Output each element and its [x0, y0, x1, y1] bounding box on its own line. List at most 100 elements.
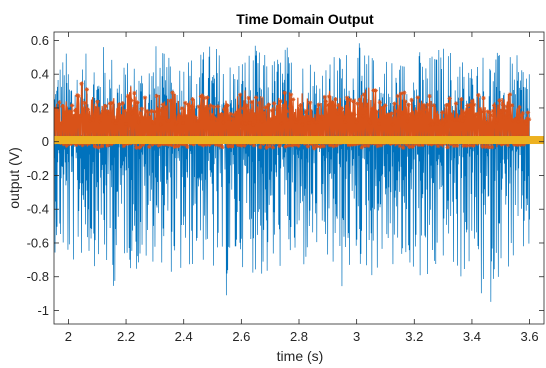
series-2-marker	[415, 95, 421, 100]
series-2-marker	[297, 115, 302, 121]
series-2-marker	[114, 118, 119, 123]
series-2-marker	[236, 108, 242, 113]
series-2-marker	[452, 117, 458, 122]
series-2-marker	[214, 117, 220, 122]
y-tick-label: 0.2	[31, 100, 49, 115]
series-2-marker	[279, 121, 284, 126]
series-2-marker	[147, 144, 152, 150]
y-tick-label: -1	[37, 303, 49, 318]
series-2-marker	[193, 115, 198, 120]
series-2-marker	[185, 144, 190, 150]
series-2-marker	[192, 118, 197, 124]
x-tick-label: 3	[353, 329, 360, 344]
series-2-markers	[54, 81, 532, 151]
series-2-marker	[138, 110, 143, 116]
series-2-marker	[177, 115, 183, 120]
series-2-marker	[409, 97, 414, 103]
series-2-marker	[158, 122, 164, 127]
series-2-marker	[157, 108, 163, 113]
series-2-marker	[521, 142, 526, 147]
series-2-marker	[291, 116, 297, 121]
series-2-marker	[253, 95, 259, 100]
series-2-marker	[113, 120, 118, 126]
series-2-marker	[84, 87, 89, 92]
series-2-marker	[243, 121, 248, 126]
series-2-marker	[103, 103, 109, 109]
series-2-marker	[523, 121, 529, 126]
series-2-marker	[80, 142, 85, 148]
series-2-marker	[422, 105, 427, 110]
series-2-marker	[317, 114, 322, 119]
series-2-marker	[517, 104, 522, 110]
series-2-marker	[482, 115, 487, 121]
series-2-marker	[489, 144, 495, 150]
series-2-marker	[389, 111, 394, 116]
series-2-marker	[85, 107, 91, 112]
series-2-marker	[469, 99, 475, 104]
series-2-marker	[212, 115, 218, 121]
series-2-marker	[116, 107, 121, 112]
series-2-marker	[148, 114, 153, 120]
series-2-marker	[358, 105, 364, 111]
series-2-marker	[121, 143, 127, 149]
series-2-marker	[294, 120, 299, 125]
series-2-marker	[344, 95, 350, 101]
series-2-marker	[431, 103, 437, 108]
series-2-marker	[320, 114, 325, 119]
y-tick-label: -0.8	[27, 269, 49, 284]
series-2-marker	[288, 92, 294, 97]
series-2-marker	[312, 146, 317, 151]
series-2-marker	[355, 101, 360, 106]
series-2-marker	[82, 100, 87, 105]
series-2-marker	[353, 142, 358, 147]
series-2-marker	[105, 143, 111, 148]
series-2-marker	[342, 120, 348, 125]
series-2-marker	[407, 144, 412, 149]
series-2-marker	[497, 98, 502, 103]
series-2-marker	[244, 103, 249, 108]
series-2-marker	[216, 143, 222, 148]
series-2-marker	[162, 141, 168, 147]
series-2-marker	[64, 143, 69, 148]
series-2-marker	[93, 144, 98, 149]
series-2-marker	[197, 141, 203, 147]
series-2-marker	[249, 99, 255, 105]
series-2-marker	[454, 143, 460, 148]
series-2-marker	[445, 144, 450, 150]
series-2-marker	[239, 143, 244, 148]
y-tick-label: -0.2	[27, 168, 49, 183]
series-2-marker	[161, 116, 167, 121]
series-2-marker	[441, 121, 446, 127]
series-2-marker	[322, 94, 328, 100]
series-2-marker	[466, 109, 471, 115]
series-2-marker	[406, 102, 411, 107]
series-2-marker	[350, 142, 355, 147]
series-2-marker	[71, 113, 77, 119]
series-2-marker	[144, 108, 150, 114]
series-2-marker	[87, 118, 93, 124]
series-2-marker	[457, 117, 462, 123]
series-2-marker	[97, 119, 102, 124]
series-2-marker	[68, 109, 74, 115]
series-2-marker	[435, 143, 441, 149]
x-tick-label: 2.2	[117, 329, 135, 344]
series-2-marker	[462, 115, 467, 121]
series-2-marker	[306, 120, 312, 125]
series-2-marker	[251, 143, 257, 148]
series-2-marker	[57, 100, 62, 105]
series-2-marker	[191, 142, 196, 147]
series-2-marker	[152, 109, 157, 114]
series-2-marker	[141, 115, 147, 120]
series-2-marker	[510, 118, 516, 123]
series-2-marker	[444, 102, 449, 108]
series-2-marker	[364, 109, 370, 114]
series-2-marker	[215, 104, 221, 109]
series-2-marker	[378, 143, 384, 148]
series-2-marker	[227, 117, 232, 122]
series-2-marker	[167, 118, 172, 123]
series-2-marker	[519, 113, 524, 118]
series-2-marker	[501, 115, 506, 120]
series-2-marker	[240, 120, 245, 126]
series-2-marker	[298, 103, 303, 108]
series-2-marker	[296, 143, 301, 148]
